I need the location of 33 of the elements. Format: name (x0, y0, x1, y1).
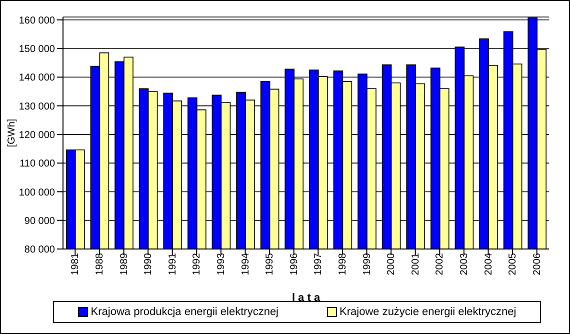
y-axis-title: [GWh] (6, 118, 18, 148)
x-tick-label: 2005 (508, 252, 519, 276)
x-tick-label: 1997 (313, 252, 324, 276)
y-tick-label: 150 000 (18, 44, 56, 56)
x-tick-label: 1998 (338, 252, 349, 276)
x-tick-label: 2000 (386, 252, 398, 276)
x-tick-label: 1995 (264, 252, 276, 276)
x-tick-label: 1988 (94, 252, 106, 276)
x-tick-label: 1981 (70, 252, 82, 276)
x-tick-label: 2001 (410, 252, 422, 276)
x-axis-title: l a t a (292, 292, 321, 304)
x-tick-label: 2002 (434, 252, 446, 276)
x-tick-label: 1993 (216, 252, 228, 276)
y-tick-label: 120 000 (18, 130, 56, 141)
y-tick-label: 80 000 (24, 244, 56, 256)
x-tick-label: 1989 (118, 252, 130, 276)
x-tick-label: 1992 (192, 252, 203, 276)
x-tick-label: 1996 (288, 252, 300, 276)
legend-label: Krajowe zużycie energii elektrycznej (340, 306, 516, 318)
x-tick-label: 1994 (240, 252, 252, 276)
legend-label: Krajowa produkcja energii elektrycznej (90, 306, 279, 318)
x-tick-label: 2004 (483, 252, 494, 276)
y-tick-label: 110 000 (20, 158, 56, 170)
y-tick-label: 160 000 (18, 15, 56, 26)
x-tick-label: 2006 (532, 252, 543, 276)
x-tick-label: 1999 (362, 252, 373, 276)
x-tick-label: 2003 (459, 252, 470, 276)
x-tick-label: 1991 (167, 252, 178, 276)
y-tick-label: 130 000 (18, 101, 56, 112)
y-tick-label: 100 000 (18, 187, 56, 198)
x-tick-label: 1990 (143, 252, 154, 276)
y-tick-label: 90 000 (24, 216, 56, 227)
y-tick-label: 140 000 (18, 72, 56, 84)
